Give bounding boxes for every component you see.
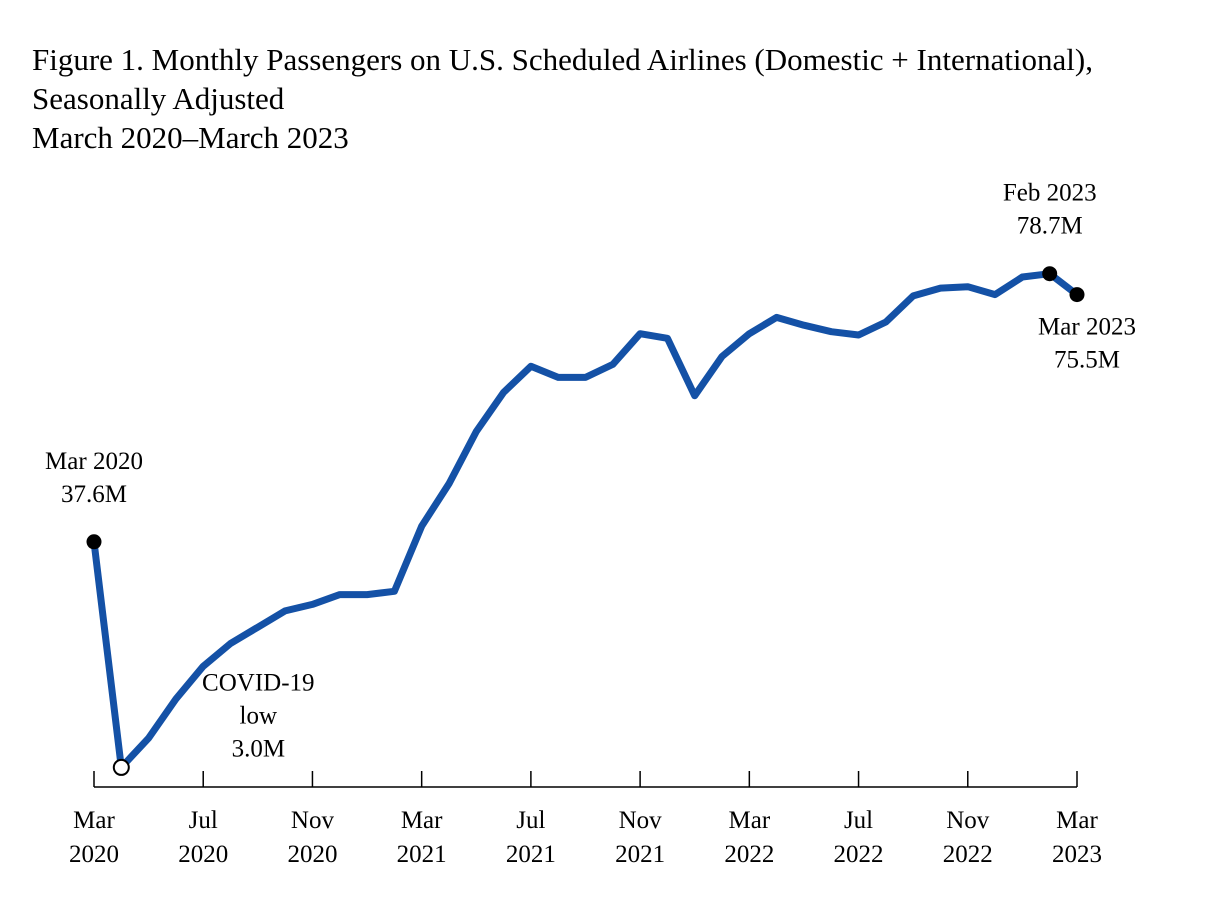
annotation-label: Feb 2023 (1003, 180, 1097, 207)
x-tick-label-year: 2022 (943, 841, 993, 868)
data-point-marker-open (112, 758, 130, 776)
x-tick-label-year: 2022 (724, 841, 774, 868)
annotation-label: 37.6M (61, 481, 127, 508)
annotation-layer: Mar 2020 37.6M COVID-19 low 3.0M Feb 2023 78.7… (45, 180, 1136, 763)
annotation-label: COVID-19 (202, 669, 315, 696)
x-tick-label-month: Jul (189, 807, 218, 834)
annotation-label: 75.5M (1054, 347, 1120, 374)
chart-title-line-3: March 2020–March 2023 (32, 120, 349, 155)
x-tick-label-year: 2021 (397, 841, 447, 868)
data-point-marker (86, 534, 102, 550)
x-tick-label-month: Nov (291, 807, 335, 834)
x-tick-label-year: 2022 (834, 841, 884, 868)
x-tick-label-year: 2020 (287, 841, 337, 868)
series-line (90, 270, 1081, 771)
x-tick-label-year: 2020 (69, 841, 119, 868)
x-tick-label-month: Jul (844, 807, 873, 834)
x-axis: Mar 2020 Jul 2020 Nov 2020 Mar 2021 Jul 2021 Nov 20… (69, 771, 1102, 868)
annotation-label: 78.7M (1017, 213, 1083, 240)
annotation-label: low (240, 702, 278, 729)
x-tick-label-year: 2021 (506, 841, 556, 868)
x-tick-label-year: 2021 (615, 841, 665, 868)
annotation-label: 3.0M (232, 735, 285, 762)
annotation-label: Mar 2023 (1038, 314, 1136, 341)
marker-layer (86, 266, 1085, 776)
x-tick-label-month: Jul (516, 807, 545, 834)
series-layer (90, 270, 1081, 771)
data-point-marker (1069, 287, 1085, 303)
chart-title-line-2: Seasonally Adjusted (32, 81, 285, 116)
annotation-label: Mar 2020 (45, 448, 143, 475)
x-tick-label-year: 2020 (178, 841, 228, 868)
data-point-marker (1042, 266, 1058, 282)
chart-title: Figure 1. Monthly Passengers on U.S. Sch… (32, 40, 1093, 157)
x-tick-label-year: 2023 (1052, 841, 1102, 868)
x-tick-label-month: Nov (946, 807, 990, 834)
x-tick-label-month: Nov (619, 807, 663, 834)
chart-title-line-1: Figure 1. Monthly Passengers on U.S. Sch… (32, 42, 1093, 77)
x-tick-label-month: Mar (73, 807, 115, 834)
x-tick-label-month: Mar (1056, 807, 1098, 834)
x-tick-label-month: Mar (401, 807, 443, 834)
x-tick-label-month: Mar (729, 807, 771, 834)
